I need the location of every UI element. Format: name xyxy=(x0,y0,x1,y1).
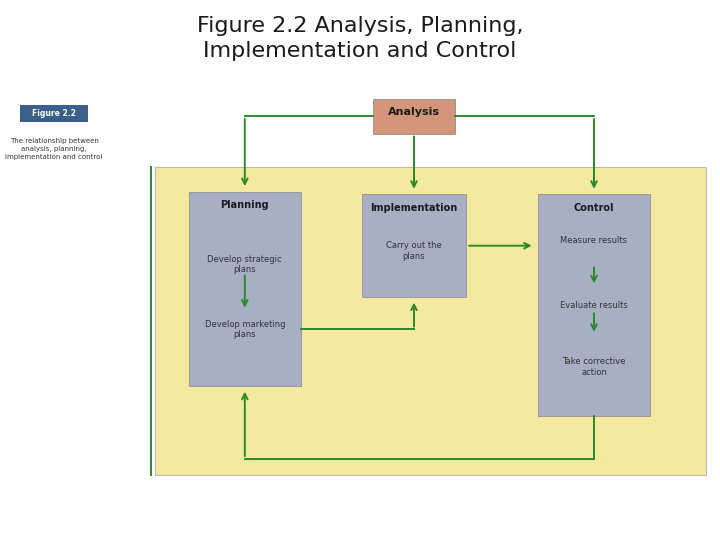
FancyBboxPatch shape xyxy=(373,98,455,133)
FancyBboxPatch shape xyxy=(19,105,89,122)
Text: Planning: Planning xyxy=(220,200,269,210)
FancyBboxPatch shape xyxy=(155,167,706,475)
FancyBboxPatch shape xyxy=(361,194,467,297)
FancyBboxPatch shape xyxy=(538,194,649,416)
Text: Figure 2.2: Figure 2.2 xyxy=(32,109,76,118)
Text: The relationship between
analysis, planning,
implementation and control: The relationship between analysis, plann… xyxy=(5,138,103,160)
Text: Implementation: Implementation xyxy=(370,203,458,213)
Text: Develop marketing
plans: Develop marketing plans xyxy=(204,320,285,339)
Text: Carry out the
plans: Carry out the plans xyxy=(386,241,442,261)
Text: Analysis: Analysis xyxy=(388,107,440,117)
Text: Measure results: Measure results xyxy=(560,236,628,245)
Text: Develop strategic
plans: Develop strategic plans xyxy=(207,255,282,274)
Text: Take corrective
action: Take corrective action xyxy=(562,357,626,377)
Text: Figure 2.2 Analysis, Planning,
Implementation and Control: Figure 2.2 Analysis, Planning, Implement… xyxy=(197,16,523,61)
FancyBboxPatch shape xyxy=(189,192,301,386)
Text: Evaluate results: Evaluate results xyxy=(560,301,628,309)
Text: Control: Control xyxy=(574,203,614,213)
